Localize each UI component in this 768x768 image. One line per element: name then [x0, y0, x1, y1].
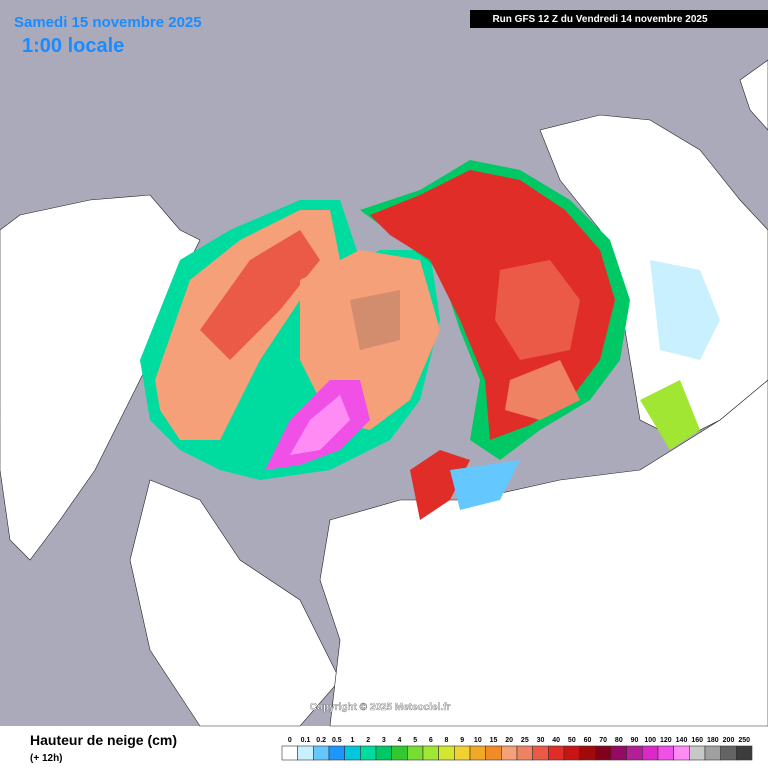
legend-swatch	[595, 745, 612, 761]
legend-label: 6	[429, 737, 433, 744]
legend-label: 60	[584, 737, 592, 744]
legend-label: 40	[552, 737, 560, 744]
legend-swatch	[375, 745, 392, 761]
legend-swatch	[579, 745, 596, 761]
legend-swatch	[736, 745, 753, 761]
copyright: Copyright © 2025 Meteociel.fr	[310, 702, 451, 713]
legend-label: 160	[691, 737, 703, 744]
legend-label: 0	[288, 737, 292, 744]
snow-cover	[140, 160, 720, 520]
legend-label: 15	[490, 737, 498, 744]
legend-swatch	[328, 745, 345, 761]
legend-swatch	[391, 745, 408, 761]
legend-label: 140	[676, 737, 688, 744]
legend-swatch	[281, 745, 298, 761]
run-info: Run GFS 12 Z du Vendredi 14 novembre 202…	[492, 14, 708, 25]
legend-swatch	[438, 745, 455, 761]
legend-swatch	[422, 745, 439, 761]
legend-swatch	[454, 745, 471, 761]
legend-label: 250	[738, 737, 750, 744]
legend-label: 0.5	[332, 737, 342, 744]
legend-swatch	[704, 745, 721, 761]
legend-label: 2	[366, 737, 370, 744]
legend-label: 90	[631, 737, 639, 744]
legend-swatch	[516, 745, 533, 761]
legend-label: 20	[505, 737, 513, 744]
legend-swatch	[532, 745, 549, 761]
legend-swatch	[626, 745, 643, 761]
legend-label: 4	[398, 737, 402, 744]
legend-swatch	[485, 745, 502, 761]
legend-label: 120	[660, 737, 672, 744]
legend-swatch	[720, 745, 737, 761]
legend-swatch	[563, 745, 580, 761]
legend-label: 0.2	[316, 737, 326, 744]
legend-label: 5	[413, 737, 417, 744]
legend-swatch	[657, 745, 674, 761]
legend-title: Hauteur de neige (cm)	[30, 732, 177, 748]
legend-scale: 0 0.1 0.2 0.5 1 2 3 4 5 6 8 9 10 15 20 25 30 40 50 60 70 80 90…	[281, 737, 753, 761]
legend-swatch	[313, 745, 330, 761]
legend-label: 1	[351, 737, 355, 744]
legend-label: 10	[474, 737, 482, 744]
legend-swatch	[673, 745, 690, 761]
legend-label: 70	[599, 737, 607, 744]
legend-label: 25	[521, 737, 529, 744]
legend-label: 100	[644, 737, 656, 744]
legend-label: 9	[460, 737, 464, 744]
legend-label: 180	[707, 737, 719, 744]
legend-subtitle: (+ 12h)	[30, 753, 63, 764]
legend-swatch	[501, 745, 518, 761]
legend-swatch	[469, 745, 486, 761]
legend-label: 3	[382, 737, 386, 744]
legend-swatch	[689, 745, 706, 761]
local-time: 1:00 locale	[22, 35, 124, 57]
date: Samedi 15 novembre 2025	[14, 14, 202, 31]
legend-label: 200	[723, 737, 735, 744]
legend-label: 80	[615, 737, 623, 744]
legend-swatch	[642, 745, 659, 761]
legend-swatch	[344, 745, 361, 761]
legend-label: 8	[445, 737, 449, 744]
legend-label: 30	[537, 737, 545, 744]
run-box	[470, 10, 768, 28]
legend-swatch	[407, 745, 424, 761]
legend-swatch	[548, 745, 565, 761]
legend-label: 50	[568, 737, 576, 744]
legend-label: 0.1	[301, 737, 311, 744]
legend-swatch	[360, 745, 377, 761]
legend-swatch	[610, 745, 627, 761]
legend-swatch	[297, 745, 314, 761]
